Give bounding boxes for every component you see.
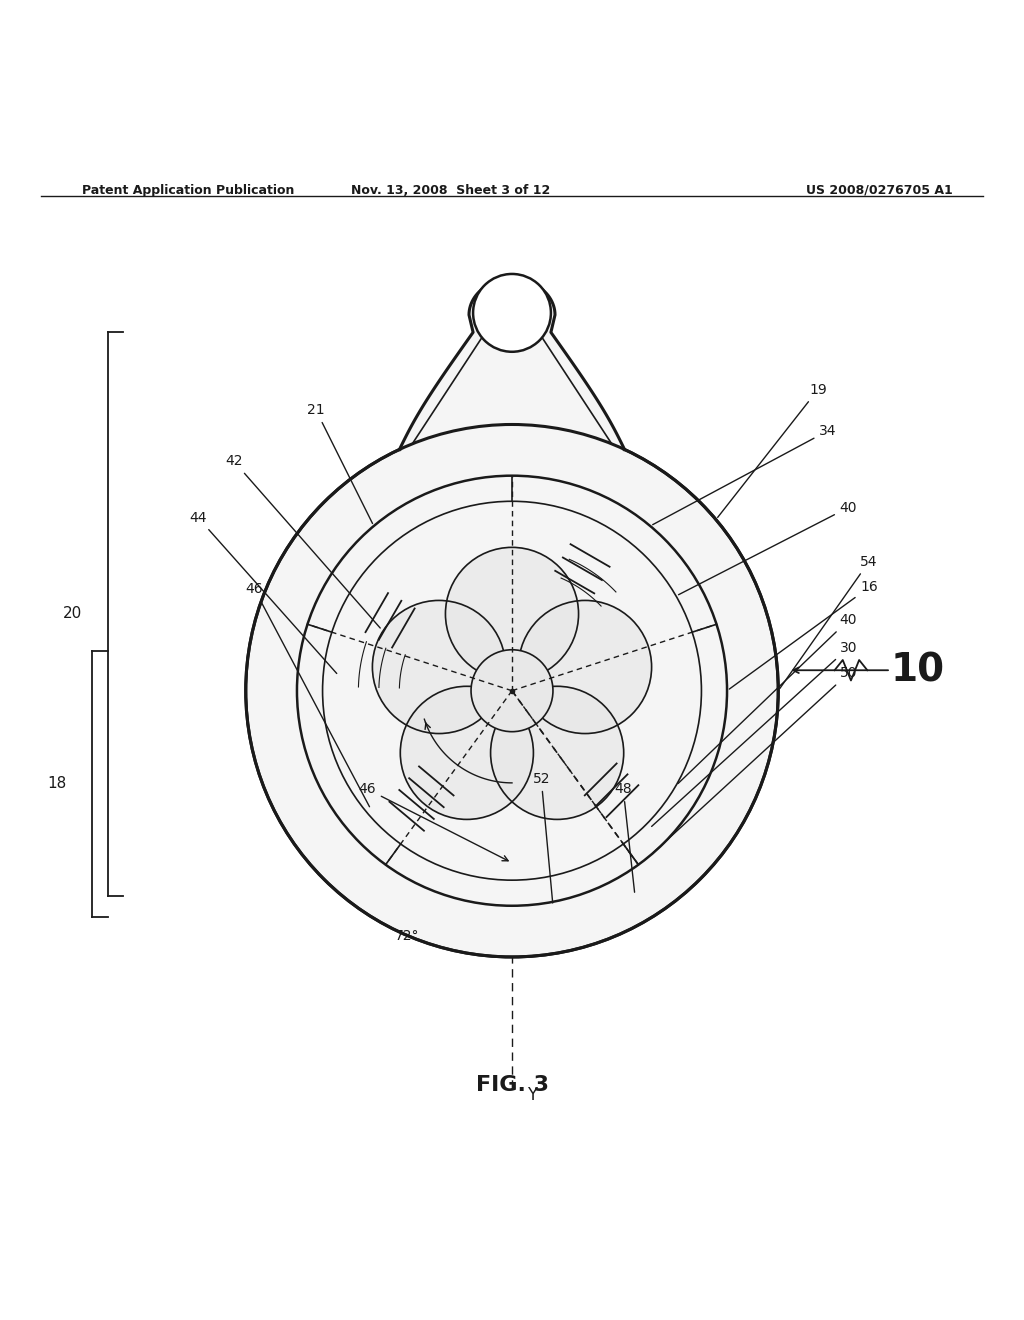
Polygon shape bbox=[445, 548, 579, 681]
Text: 40: 40 bbox=[679, 500, 857, 595]
Text: X: X bbox=[530, 678, 541, 693]
Circle shape bbox=[471, 649, 553, 731]
Text: 72°: 72° bbox=[395, 929, 420, 944]
Text: 30: 30 bbox=[651, 640, 857, 826]
Text: US 2008/0276705 A1: US 2008/0276705 A1 bbox=[806, 183, 952, 197]
Circle shape bbox=[473, 275, 551, 351]
Text: 50: 50 bbox=[652, 667, 857, 854]
Text: 20: 20 bbox=[62, 606, 82, 622]
Text: 52: 52 bbox=[532, 772, 553, 903]
Text: Nov. 13, 2008  Sheet 3 of 12: Nov. 13, 2008 Sheet 3 of 12 bbox=[351, 183, 550, 197]
Text: 44: 44 bbox=[189, 511, 337, 673]
Polygon shape bbox=[373, 601, 506, 734]
Circle shape bbox=[246, 425, 778, 957]
Text: 54: 54 bbox=[780, 554, 878, 689]
Text: 34: 34 bbox=[652, 424, 837, 524]
Text: 16: 16 bbox=[729, 581, 878, 689]
Polygon shape bbox=[518, 601, 651, 734]
Text: 18: 18 bbox=[47, 776, 67, 792]
Text: Y: Y bbox=[527, 282, 538, 301]
Text: 42: 42 bbox=[225, 454, 380, 628]
Text: 46: 46 bbox=[246, 582, 370, 807]
Text: Patent Application Publication: Patent Application Publication bbox=[82, 183, 294, 197]
Text: 21: 21 bbox=[307, 403, 373, 524]
Polygon shape bbox=[490, 686, 624, 820]
Text: 19: 19 bbox=[718, 383, 826, 517]
Text: Y: Y bbox=[527, 1086, 538, 1105]
Text: FIG. 3: FIG. 3 bbox=[475, 1074, 549, 1096]
Text: 46: 46 bbox=[358, 783, 508, 861]
Polygon shape bbox=[399, 279, 625, 449]
Polygon shape bbox=[400, 686, 534, 820]
Text: 48: 48 bbox=[614, 783, 635, 892]
Text: 10: 10 bbox=[891, 651, 945, 689]
Text: 40: 40 bbox=[678, 614, 857, 784]
